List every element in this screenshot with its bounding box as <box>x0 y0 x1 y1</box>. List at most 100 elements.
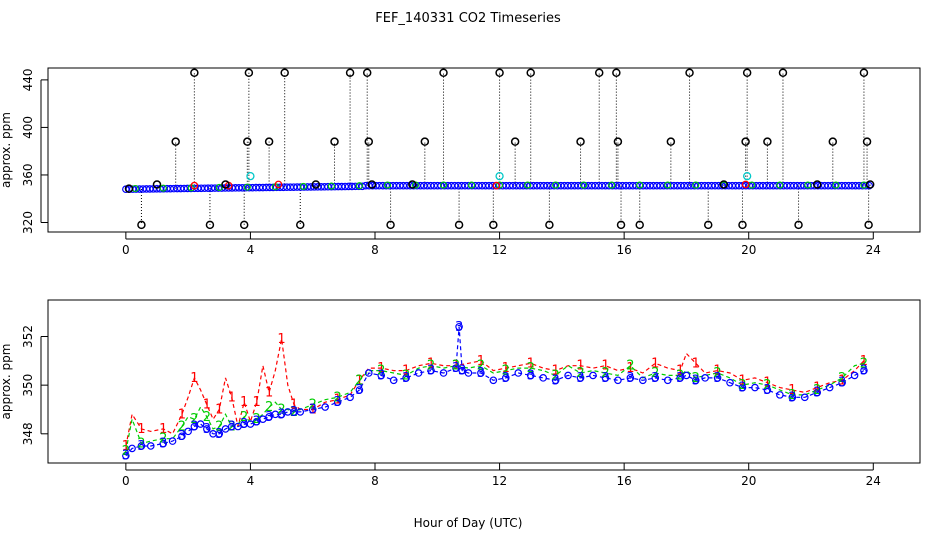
bottom-series-3-label: 3 <box>452 361 460 376</box>
bottom-blue-point <box>614 376 622 385</box>
bottom-series-1-label: 1 <box>576 359 584 374</box>
top-outlier-point <box>311 180 321 189</box>
bottom-blue-point <box>751 383 759 392</box>
bottom-series-1-label: 1 <box>477 354 485 369</box>
bottom-x-tick-label: 0 <box>122 474 130 488</box>
bottom-blue-point <box>190 422 199 431</box>
bottom-series-2-label: 2 <box>402 368 410 383</box>
bottom-series-1-label: 1 <box>402 364 410 379</box>
bottom-series-3-label: 3 <box>137 439 145 454</box>
bottom-series-3-label: 3 <box>402 371 410 386</box>
bottom-series-3-label: 3 <box>502 371 510 386</box>
bottom-series-2-label: 2 <box>265 400 273 415</box>
bottom-series-3-label: 3 <box>228 420 236 435</box>
bottom-series-1-label: 1 <box>240 395 248 410</box>
bottom-series-1-label: 1 <box>838 373 846 388</box>
bottom-blue-point <box>713 374 722 382</box>
bottom-series-1-label: 1 <box>502 361 510 376</box>
bottom-series-2-label: 2 <box>240 410 248 425</box>
bottom-series-1-label: 1 <box>265 385 273 400</box>
top-outlier-point <box>137 220 146 230</box>
top-green-point <box>467 181 476 189</box>
top-cyan-point <box>743 171 752 181</box>
top-outlier-point <box>616 220 626 230</box>
bottom-series-3-label: 3 <box>355 383 363 398</box>
bottom-y-axis-title: approx. ppm <box>0 344 13 420</box>
top-outlier-point <box>280 68 289 78</box>
top-panel: 0 4 8 12 16 20 24 320 360 400 440 approx. ppm <box>0 67 921 257</box>
bottom-blue-point <box>813 388 822 397</box>
top-x-tick-label: 0 <box>122 243 130 257</box>
bottom-blue-point <box>589 371 597 380</box>
bottom-blue-point <box>333 398 342 406</box>
bottom-blue-point <box>639 376 647 385</box>
bottom-blue-point <box>146 442 155 450</box>
top-green-point <box>804 181 812 189</box>
top-outlier-point <box>741 137 750 146</box>
bottom-series-2-label: 2 <box>502 364 510 379</box>
bottom-series-2-label: 2 <box>651 366 659 381</box>
bottom-blue-point <box>265 412 273 421</box>
bottom-blue-point <box>514 369 523 377</box>
top-red-point <box>274 180 283 189</box>
bottom-series-1-label: 1 <box>228 390 236 405</box>
bottom-blue-point <box>526 371 535 380</box>
top-outlier-point <box>171 137 180 146</box>
bottom-series-1-label: 1 <box>452 359 460 374</box>
bottom-series-1-label: 1 <box>333 393 341 408</box>
top-x-tick-label: 8 <box>371 243 379 257</box>
bottom-series-1-label: 1 <box>277 332 285 347</box>
top-red-point <box>190 181 199 190</box>
bottom-series-1-label: 1 <box>651 356 659 371</box>
bottom-series-3-label: 3 <box>738 381 746 396</box>
bottom-series-3-label: 3 <box>333 395 341 410</box>
bottom-blue-point <box>489 376 498 385</box>
bottom-series-2-label: 2 <box>692 371 700 386</box>
bottom-series-2-label: 2 <box>215 420 223 435</box>
bottom-series-1-label: 1 <box>527 356 535 371</box>
bottom-blue-point <box>252 417 261 426</box>
bottom-series-2-label: 2 <box>228 420 236 435</box>
bottom-series-3-label: 3 <box>290 405 298 420</box>
bottom-blue-point <box>137 442 146 450</box>
top-red-point <box>492 181 501 190</box>
top-green-point <box>552 181 560 189</box>
top-plot-frame <box>47 67 921 233</box>
bottom-series-2-label: 2 <box>190 412 198 427</box>
top-outlier-point <box>545 220 554 230</box>
bottom-series-2-label: 2 <box>355 373 363 388</box>
top-outlier-point <box>864 220 873 230</box>
bottom-series-2-label: 2 <box>452 359 460 374</box>
top-x-tick-label: 24 <box>866 243 881 257</box>
bottom-series-1-label: 1 <box>159 422 167 437</box>
bottom-series-3-label: 3 <box>601 371 609 386</box>
top-x-tick-label: 16 <box>617 243 632 257</box>
bottom-series-2-label: 2 <box>137 437 145 452</box>
top-outlier-point <box>495 68 504 78</box>
top-green-point <box>496 181 504 189</box>
bottom-series-3-line <box>125 326 865 457</box>
bottom-series-3-label: 3 <box>813 385 821 400</box>
top-outlier-point <box>190 68 199 78</box>
bottom-series-2-label: 2 <box>738 378 746 393</box>
top-outlier-point <box>420 137 430 146</box>
top-outlier-point <box>367 180 377 189</box>
bottom-series-1-label: 1 <box>377 361 385 376</box>
bottom-series-2-label: 2 <box>309 398 317 413</box>
bottom-blue-point <box>168 437 177 445</box>
bottom-series-1-label: 1 <box>253 395 261 410</box>
bottom-series-3-label: 3 <box>713 371 721 386</box>
top-green-point <box>832 181 840 189</box>
bottom-blue-point <box>402 374 410 382</box>
bottom-series-2-label: 2 <box>576 366 584 381</box>
bottom-series-2-label: 2 <box>527 361 535 376</box>
bottom-series-1-label: 1 <box>137 422 145 437</box>
bottom-x-tick-label: 4 <box>247 474 255 488</box>
bottom-y-tick-label: 352 <box>21 325 35 348</box>
top-outlier-point <box>243 137 252 146</box>
bottom-blue-point <box>838 378 846 387</box>
top-outlier-point <box>666 137 676 146</box>
bottom-blue-point <box>389 376 398 385</box>
bottom-series-3-label: 3 <box>253 415 261 430</box>
